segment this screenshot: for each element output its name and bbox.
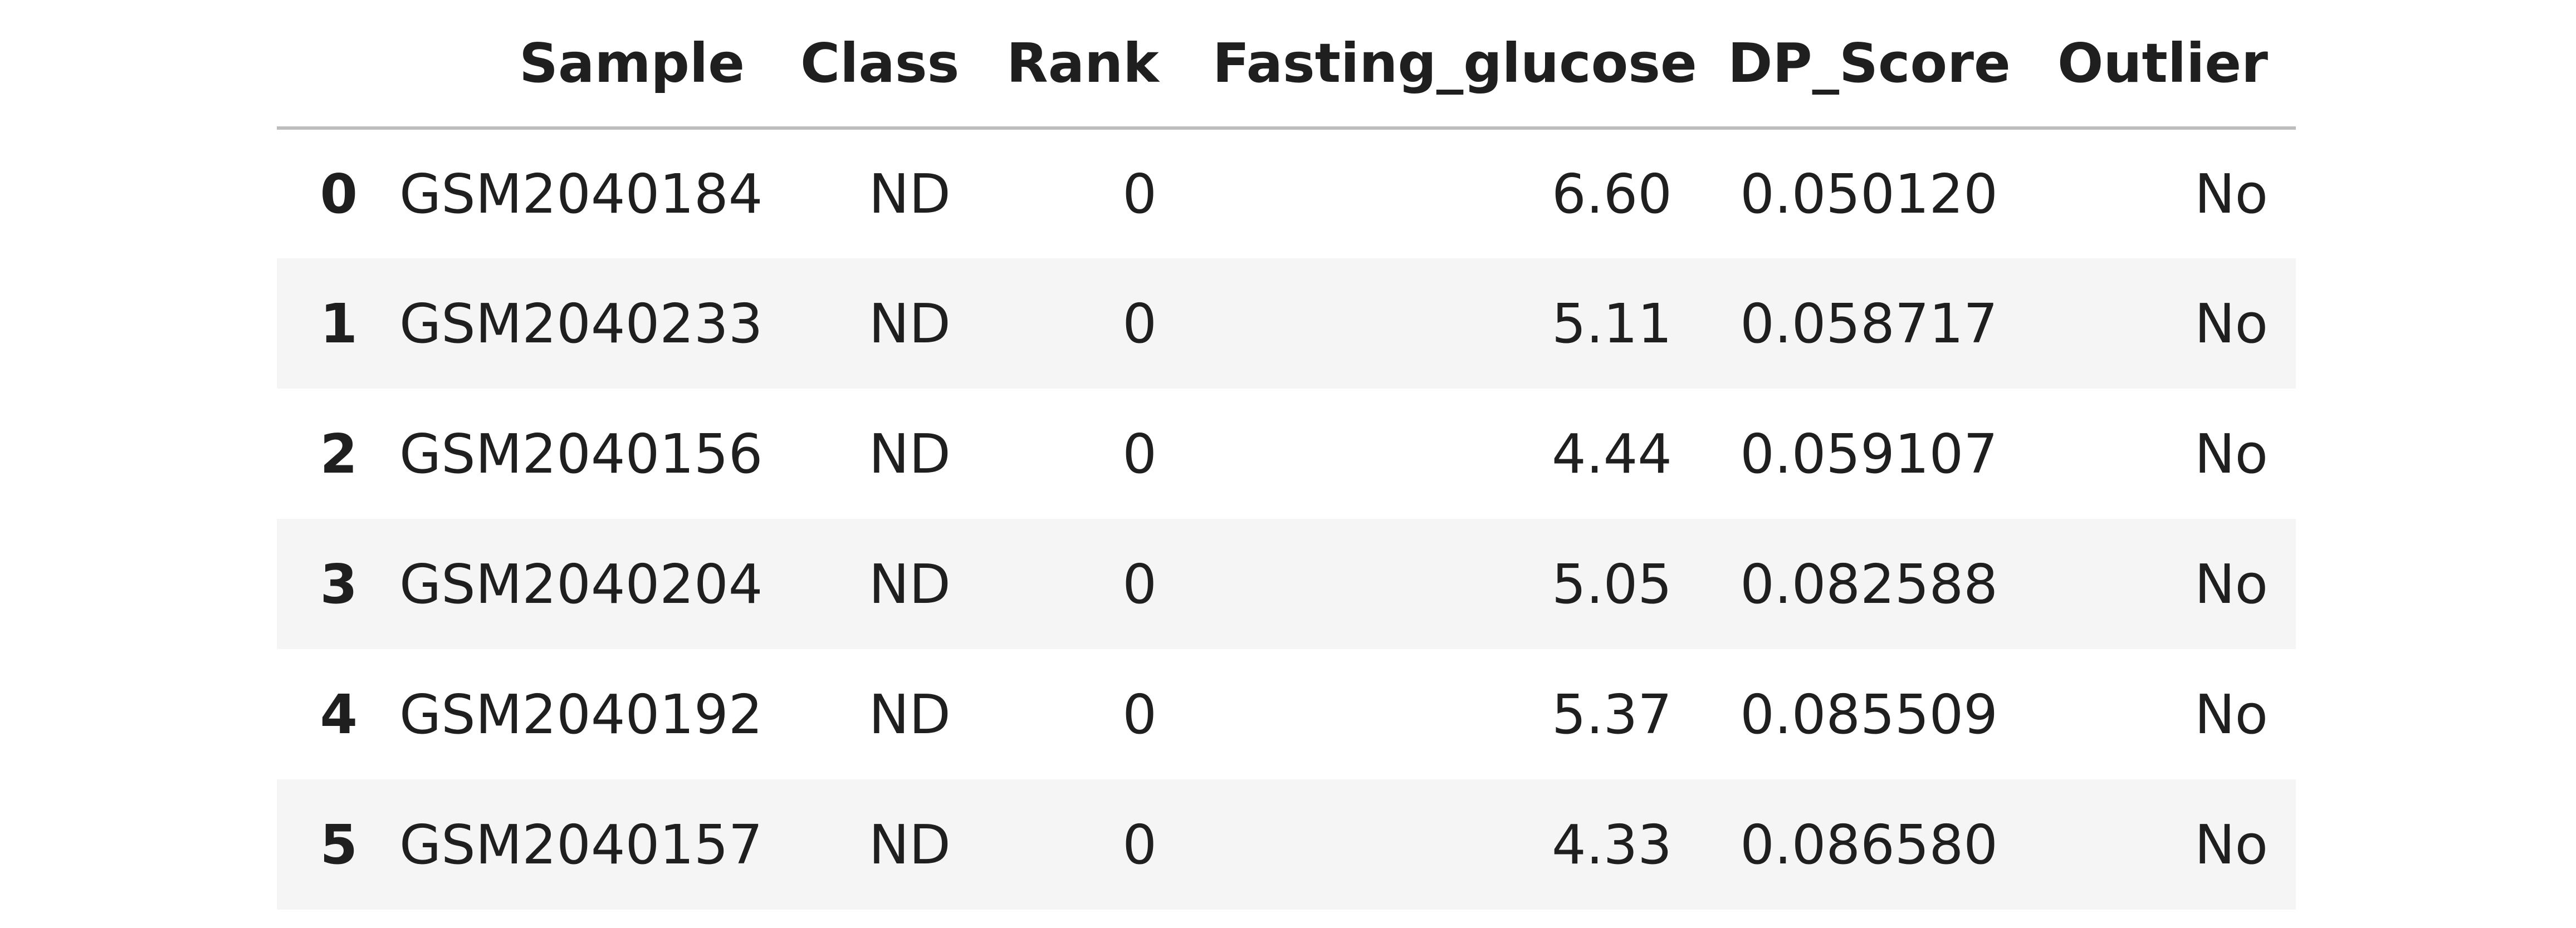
cell-sample: GSM2040192 [399, 683, 763, 746]
header-class: Class [773, 0, 979, 130]
table-row: 1 GSM2040233 ND 0 5.11 0.058717 No [277, 258, 2296, 389]
dataframe-container: Sample Class Rank Fasting_glucose DP_Sco… [277, 0, 2296, 910]
cell-class: ND [868, 422, 951, 485]
cell-rank: 0 [1122, 292, 1157, 355]
cell-outlier: No [2194, 422, 2268, 485]
cell-fasting-glucose: 5.37 [1552, 683, 1672, 746]
cell-class: ND [868, 163, 951, 225]
cell-rank: 0 [1122, 163, 1157, 225]
table-body: 0 GSM2040184 ND 0 6.60 0.050120 No 1 GSM… [277, 128, 2296, 910]
cell-sample: GSM2040157 [399, 813, 763, 876]
row-index: 0 [320, 163, 358, 225]
cell-rank: 0 [1122, 552, 1157, 616]
cell-outlier: No [2194, 813, 2268, 876]
cell-outlier: No [2194, 683, 2268, 746]
row-index: 2 [320, 422, 358, 485]
cell-rank: 0 [1122, 422, 1157, 485]
table-row: 2 GSM2040156 ND 0 4.44 0.059107 No [277, 389, 2296, 519]
header-dp-score: DP_Score [1700, 0, 2026, 130]
cell-outlier: No [2194, 292, 2268, 355]
cell-fasting-glucose: 5.11 [1552, 292, 1672, 355]
header-rank: Rank [979, 0, 1185, 130]
cell-dp-score: 0.050120 [1740, 163, 1998, 225]
cell-fasting-glucose: 4.33 [1552, 813, 1672, 876]
table-row: 3 GSM2040204 ND 0 5.05 0.082588 No [277, 519, 2296, 649]
row-index: 5 [320, 813, 358, 876]
cell-class: ND [868, 813, 951, 876]
cell-dp-score: 0.059107 [1740, 422, 1998, 485]
cell-outlier: No [2194, 552, 2268, 616]
row-index: 1 [320, 292, 358, 355]
cell-rank: 0 [1122, 683, 1157, 746]
row-index: 4 [320, 683, 358, 746]
cell-class: ND [868, 552, 951, 616]
table-row: 4 GSM2040192 ND 0 5.37 0.085509 No [277, 649, 2296, 779]
cell-outlier: No [2194, 163, 2268, 225]
cell-fasting-glucose: 4.44 [1552, 422, 1672, 485]
table-header: Sample Class Rank Fasting_glucose DP_Sco… [277, 0, 2296, 130]
table-row: 0 GSM2040184 ND 0 6.60 0.050120 No [277, 128, 2296, 258]
cell-sample: GSM2040184 [399, 163, 763, 225]
header-row: Sample Class Rank Fasting_glucose DP_Sco… [277, 0, 2296, 130]
table-row: 5 GSM2040157 ND 0 4.33 0.086580 No [277, 779, 2296, 910]
cell-dp-score: 0.082588 [1740, 552, 1998, 616]
cell-class: ND [868, 683, 951, 746]
header-index [277, 0, 372, 130]
cell-rank: 0 [1122, 813, 1157, 876]
cell-dp-score: 0.086580 [1740, 813, 1998, 876]
dataframe-table: Sample Class Rank Fasting_glucose DP_Sco… [277, 0, 2296, 910]
cell-dp-score: 0.085509 [1740, 683, 1998, 746]
cell-sample: GSM2040233 [399, 292, 763, 355]
cell-sample: GSM2040156 [399, 422, 763, 485]
header-sample: Sample [372, 0, 773, 130]
cell-dp-score: 0.058717 [1740, 292, 1998, 355]
row-index: 3 [320, 552, 358, 616]
header-fasting-glucose: Fasting_glucose [1185, 0, 1700, 130]
cell-fasting-glucose: 5.05 [1552, 552, 1672, 616]
cell-sample: GSM2040204 [399, 552, 763, 616]
cell-class: ND [868, 292, 951, 355]
header-outlier: Outlier [2026, 0, 2296, 130]
cell-fasting-glucose: 6.60 [1552, 163, 1672, 225]
